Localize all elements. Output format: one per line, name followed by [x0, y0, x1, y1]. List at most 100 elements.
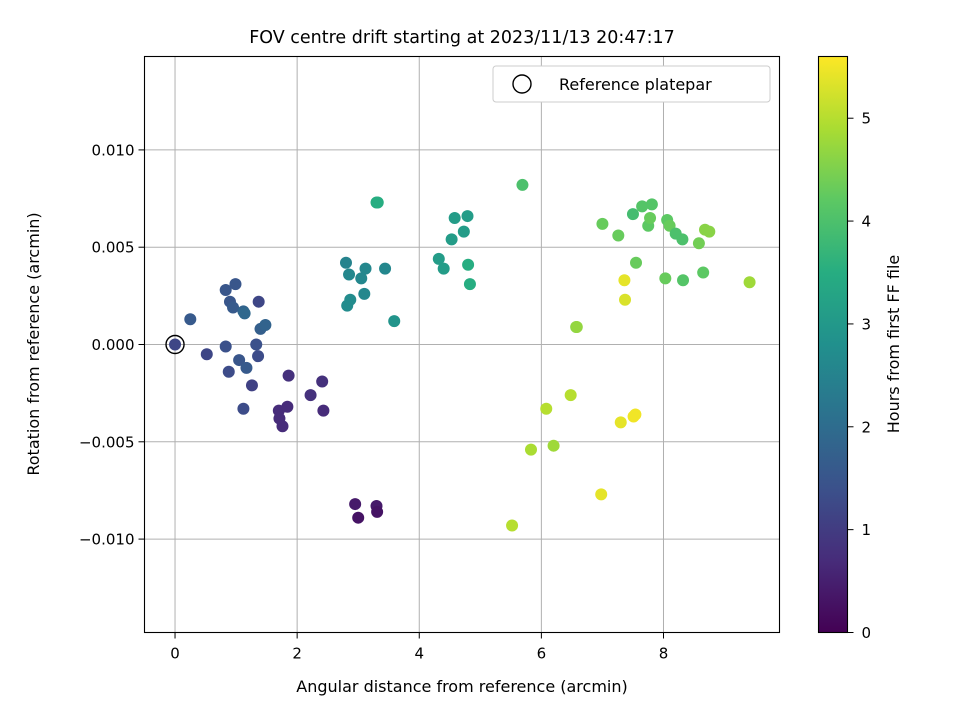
data-point: [448, 212, 461, 225]
data-point: [432, 252, 445, 265]
data-point: [644, 212, 657, 225]
y-tick-label: −0.010: [79, 531, 135, 549]
chart-title: FOV centre drift starting at 2023/11/13 …: [249, 28, 675, 48]
data-point: [245, 379, 258, 392]
data-point: [281, 400, 294, 413]
data-point: [743, 276, 756, 289]
data-point: [595, 488, 608, 501]
data-point: [304, 389, 317, 402]
reference-platepar-marker: [165, 334, 185, 355]
data-point: [692, 237, 705, 250]
data-point: [233, 354, 246, 367]
colorbar-tick-label: 3: [862, 315, 872, 333]
data-point: [457, 225, 470, 238]
y-axis-ticks: −0.010 −0.005 0.000 0.005 0.010: [79, 141, 145, 549]
data-point: [252, 295, 265, 308]
data-point: [169, 338, 182, 351]
data-point: [359, 262, 372, 275]
data-point: [222, 365, 235, 378]
data-point: [564, 389, 577, 402]
data-point: [240, 361, 253, 374]
data-point: [626, 208, 639, 221]
y-axis-label: Rotation from reference (arcmin): [24, 212, 43, 475]
colorbar-label: Hours from first FF file: [884, 255, 903, 434]
data-point: [317, 404, 330, 417]
data-point: [461, 210, 474, 223]
data-point: [524, 443, 537, 456]
data-point: [540, 402, 553, 415]
data-point: [219, 340, 232, 353]
x-axis-ticks: 0 2 4 6 8: [170, 632, 669, 663]
data-point: [462, 258, 475, 271]
data-point: [237, 402, 250, 415]
data-point: [358, 287, 371, 300]
data-point: [676, 233, 689, 246]
data-point: [252, 350, 265, 363]
y-tick-label: 0.000: [92, 336, 135, 354]
data-point: [379, 262, 392, 275]
data-point: [437, 262, 450, 275]
data-point: [629, 408, 642, 421]
colorbar-tick-label: 1: [862, 521, 872, 539]
data-point: [703, 225, 716, 238]
data-point: [570, 320, 583, 333]
y-tick-label: 0.010: [92, 141, 135, 159]
data-point: [339, 256, 352, 269]
data-points: [169, 178, 756, 532]
data-point: [612, 229, 625, 242]
data-point: [371, 505, 384, 518]
colorbar-tick-label: 5: [862, 110, 872, 128]
colorbar-gradient: [817, 55, 849, 634]
data-point: [371, 196, 384, 209]
x-tick-label: 2: [292, 645, 302, 663]
data-point: [388, 315, 401, 328]
data-point: [596, 217, 609, 230]
data-point: [349, 498, 362, 511]
data-point: [282, 369, 295, 382]
legend-label: Reference platepar: [559, 75, 712, 94]
colorbar-tick-label: 4: [862, 213, 872, 231]
legend-reference-marker: [512, 74, 532, 94]
data-point: [659, 272, 672, 285]
grid-lines: [144, 56, 780, 633]
data-point: [619, 293, 632, 306]
x-tick-label: 6: [537, 645, 547, 663]
x-tick-label: 0: [170, 645, 180, 663]
data-point: [630, 256, 643, 269]
colorbar-ticks: 0 1 2 3 4 5: [847, 110, 872, 642]
data-point: [276, 420, 289, 433]
data-point: [344, 293, 357, 306]
x-tick-label: 8: [659, 645, 669, 663]
data-point: [506, 519, 519, 532]
y-tick-label: −0.005: [79, 433, 135, 451]
legend: Reference platepar: [492, 65, 771, 103]
data-point: [219, 284, 232, 297]
colorbar: 0 1 2 3 4 5 Hours from first FF file: [817, 55, 903, 642]
x-axis-label: Angular distance from reference (arcmin): [296, 677, 627, 696]
data-point: [200, 348, 213, 361]
data-point: [238, 307, 251, 320]
data-point: [614, 416, 627, 429]
data-point: [516, 178, 529, 191]
legend-box: [492, 65, 771, 103]
x-tick-label: 4: [414, 645, 424, 663]
data-point: [618, 274, 631, 287]
data-point: [445, 233, 458, 246]
data-point: [463, 278, 476, 291]
data-point: [355, 272, 368, 285]
y-tick-label: 0.005: [92, 239, 135, 257]
data-point: [343, 268, 356, 281]
data-point: [259, 319, 272, 332]
data-point: [227, 301, 240, 314]
data-point: [229, 278, 242, 291]
data-point: [250, 338, 263, 351]
data-point: [645, 198, 658, 211]
data-point: [316, 375, 329, 388]
data-point: [697, 266, 710, 279]
data-point: [636, 200, 649, 213]
data-point: [677, 274, 690, 287]
colorbar-tick-label: 0: [862, 624, 872, 642]
data-point: [184, 313, 197, 326]
colorbar-tick-label: 2: [862, 418, 872, 436]
